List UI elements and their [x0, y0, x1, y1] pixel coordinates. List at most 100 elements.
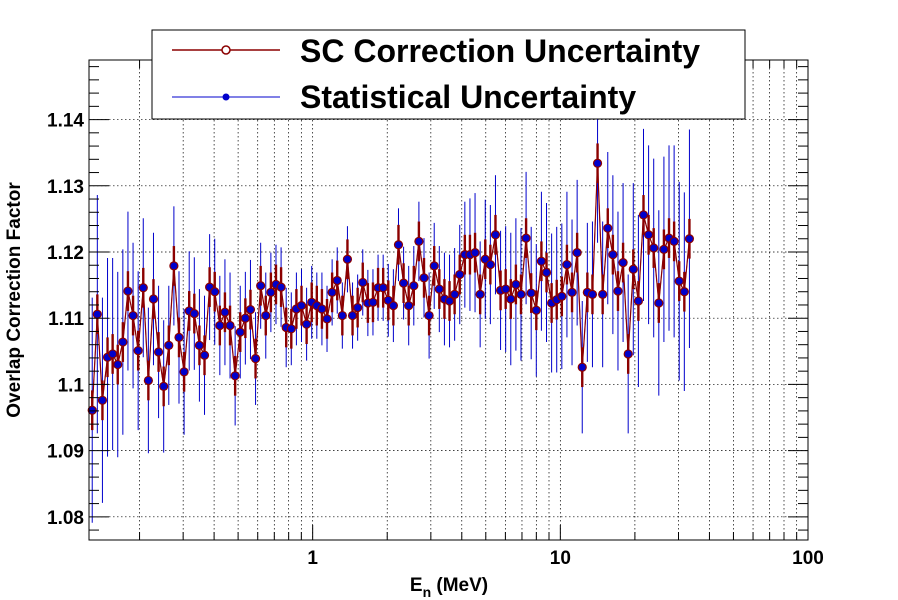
legend-stat-label: Statistical Uncertainty [300, 79, 636, 115]
statistical-point [354, 304, 362, 312]
legend-stat-marker [222, 93, 230, 101]
statistical-point [155, 348, 162, 356]
statistical-point [543, 269, 550, 276]
statistical-point [298, 302, 305, 310]
statistical-point [420, 274, 428, 282]
statistical-point [619, 259, 627, 266]
legend-box [151, 29, 746, 120]
statistical-point [196, 341, 203, 349]
statistical-point [114, 361, 122, 368]
statistical-point [660, 245, 668, 253]
statistical-point [211, 288, 219, 296]
statistical-point [634, 297, 642, 305]
statistical-point [599, 290, 607, 298]
statistical-point [655, 299, 663, 307]
statistical-point [190, 310, 198, 317]
statistical-point [160, 383, 168, 390]
statistical-point [267, 288, 275, 296]
data-markers [87, 158, 695, 415]
statistical-point [109, 350, 117, 358]
statistical-point [568, 288, 576, 296]
statistical-point [507, 295, 515, 303]
x-axis-title-unit: (MeV) [431, 575, 488, 596]
statistical-point [180, 368, 188, 376]
x-tick-label: 1 [307, 548, 318, 569]
statistical-point [527, 289, 535, 297]
statistical-point [558, 292, 566, 300]
statistical-point [604, 224, 612, 232]
statistical-point [675, 277, 683, 285]
statistical-point [589, 290, 596, 298]
x-axis-title-subscript: n [423, 584, 432, 600]
statistical-point [629, 265, 637, 273]
legend: SC Correction Uncertainty Statistical Un… [151, 29, 746, 120]
statistical-point [532, 306, 540, 314]
y-tick-label: 1.1 [58, 375, 85, 396]
y-axis-title: Overlap Correction Factor [4, 182, 25, 418]
statistical-point [165, 341, 173, 349]
x-tick-label: 10 [550, 548, 571, 569]
statistical-point [456, 271, 464, 278]
statistical-point [538, 257, 545, 265]
statistical-point [384, 296, 392, 304]
statistical-point [492, 231, 499, 239]
statistical-point [236, 328, 244, 336]
statistical-point [379, 284, 387, 292]
statistical-point [410, 282, 418, 290]
statistical-point [257, 282, 265, 290]
y-tick-label: 1.14 [47, 111, 84, 132]
statistical-point [369, 298, 377, 306]
statistical-point [517, 290, 525, 298]
statistical-point [680, 288, 688, 296]
y-tick-label: 1.12 [47, 243, 84, 264]
statistical-point [170, 262, 178, 270]
statistical-point [481, 255, 489, 263]
statistical-point [415, 238, 423, 245]
statistical-point [333, 277, 341, 284]
statistical-point [93, 310, 101, 318]
statistical-point [323, 315, 331, 323]
x-axis-title-main: E [410, 575, 423, 596]
statistical-point [119, 338, 127, 346]
statistical-point [247, 306, 254, 313]
statistical-point [303, 320, 311, 328]
statistical-point [522, 234, 530, 242]
statistical-point [389, 302, 397, 310]
statistical-point [476, 290, 484, 298]
y-tick-label: 1.13 [47, 177, 84, 198]
statistical-point [134, 347, 142, 355]
statistical-point [359, 279, 367, 286]
statistical-point [318, 305, 326, 313]
statistical-point [471, 249, 479, 257]
statistical-point [226, 322, 234, 329]
statistical-point [609, 251, 617, 259]
statistical-point [124, 287, 132, 295]
statistical-point [594, 159, 601, 167]
y-tick-label: 1.09 [47, 442, 84, 463]
statistical-point [338, 312, 346, 319]
statistical-point [446, 297, 453, 305]
statistical-point [486, 261, 494, 268]
statistical-point [451, 290, 459, 298]
statistical-point [88, 406, 96, 414]
x-axis-title: En (MeV) [410, 575, 488, 600]
statistical-point [624, 350, 632, 358]
statistical-point [425, 312, 433, 319]
statistical-point [670, 238, 678, 245]
statistical-point [175, 334, 183, 341]
statistical-point [221, 308, 229, 316]
statistical-point [640, 211, 647, 219]
statistical-point [430, 262, 438, 270]
statistical-point [277, 283, 285, 291]
statistical-point [144, 377, 152, 384]
x-tick-label: 100 [792, 548, 824, 569]
statistical-point [645, 231, 652, 239]
y-tick-label: 1.11 [48, 309, 84, 330]
statistical-point [231, 372, 239, 380]
statistical-point [405, 302, 413, 310]
y-axis-ticks: 1.08 1.09 1.1 1.11 1.12 1.13 1.14 [47, 66, 808, 531]
statistical-point [578, 363, 586, 371]
statistical-point [349, 312, 356, 319]
statistical-point [563, 261, 571, 268]
